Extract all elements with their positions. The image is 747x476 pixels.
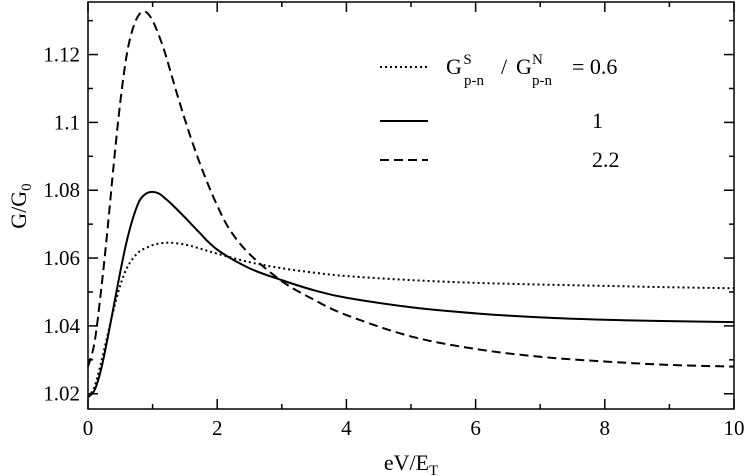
legend-g1: G	[446, 54, 462, 79]
x-tick-label: 4	[341, 416, 352, 440]
legend-label-2: 2.2	[592, 147, 620, 172]
legend-eq: = 0.6	[572, 54, 617, 79]
legend-label-1: 1	[592, 108, 603, 133]
x-axis: 0 2 4 6 8 10	[83, 2, 745, 440]
x-axis-title-main: eV/E	[384, 450, 429, 475]
x-tick-label: 10	[724, 416, 745, 440]
series-group	[87, 10, 735, 398]
series-line-dashed	[87, 10, 735, 368]
x-tick-label: 8	[600, 416, 611, 440]
y-tick-label: 1.06	[43, 246, 80, 270]
legend-slash: /	[501, 54, 508, 79]
y-tick-label: 1.08	[43, 178, 80, 202]
x-axis-title: eV/ET	[384, 450, 438, 476]
series-line-solid	[87, 190, 735, 398]
y-axis-title: G/G0	[6, 183, 35, 228]
y-axis-title-main: G/G	[6, 191, 31, 229]
y-axis: 1.02 1.04 1.06 1.08 1.1 1.12	[43, 19, 734, 406]
y-axis-title-sub: 0	[19, 183, 35, 191]
legend-sup2: N	[532, 52, 543, 68]
legend-g2: G	[516, 54, 532, 79]
x-tick-label: 2	[212, 416, 223, 440]
legend: G S p-n / G N p-n = 0.6 1 2.2	[380, 44, 620, 172]
y-tick-label: 1.04	[43, 314, 80, 338]
y-tick-label: 1.1	[54, 110, 80, 134]
legend-sub1: p-n	[464, 73, 484, 89]
y-tick-label: 1.12	[43, 43, 80, 67]
x-tick-label: 0	[83, 416, 94, 440]
x-tick-label: 6	[470, 416, 481, 440]
legend-header: G S p-n / G N p-n = 0.6	[446, 44, 617, 90]
legend-sub2: p-n	[532, 73, 552, 89]
y-tick-label: 1.02	[43, 382, 80, 406]
plot-frame	[87, 1, 735, 410]
legend-sup1: S	[463, 52, 471, 68]
x-axis-title-sub: T	[429, 463, 438, 476]
